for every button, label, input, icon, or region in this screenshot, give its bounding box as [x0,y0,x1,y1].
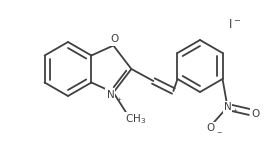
Text: $^-$: $^-$ [215,128,222,138]
Text: $^+$: $^+$ [114,96,122,105]
Text: O: O [206,123,215,133]
Text: N: N [106,90,114,100]
Text: N: N [224,102,231,112]
Text: O: O [110,35,119,45]
Text: CH$_3$: CH$_3$ [125,113,146,126]
Text: I$^-$: I$^-$ [228,17,242,31]
Text: O: O [251,109,260,119]
Text: $^+$: $^+$ [231,107,238,117]
